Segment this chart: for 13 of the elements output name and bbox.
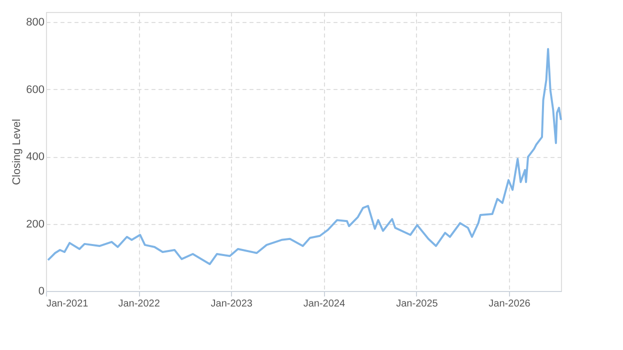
x-tick-label: Jan-2026 <box>488 298 531 310</box>
y-tick-label: 600 <box>26 84 44 96</box>
line-series <box>47 48 562 266</box>
y-tick-label: 200 <box>26 218 44 230</box>
x-tick-label: Jan-2025 <box>396 298 438 310</box>
y-tick-label: 800 <box>26 16 44 29</box>
x-tick-label: Jan-2021 <box>46 298 89 310</box>
y-tick-label: 0 <box>38 286 44 298</box>
x-tick-label: Jan-2024 <box>303 298 346 310</box>
x-tick-label: Jan-2023 <box>210 298 253 310</box>
y-tick-label: 400 <box>26 151 44 164</box>
x-tick-label: Jan-2022 <box>118 298 160 310</box>
y-axis-title: Closing Level <box>11 118 24 186</box>
